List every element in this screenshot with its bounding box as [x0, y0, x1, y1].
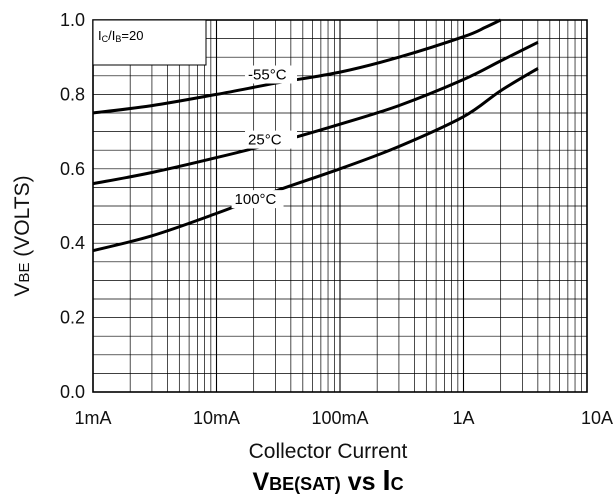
y-tick-label: 0.4 [60, 233, 85, 253]
annotation-mid: /I [108, 28, 115, 43]
annotation-ib-sub: B [115, 34, 121, 44]
curve-label: -55°C [248, 67, 287, 84]
plot-frame [92, 19, 588, 393]
annotation-ic: I [98, 28, 102, 43]
series-lines: -55°C 25°C 100°C [92, 18, 539, 253]
chart-title: VBE(SAT) vs IC [252, 465, 403, 497]
title-main-sub: BE(SAT) [269, 474, 341, 494]
y-tick-label: 0.2 [60, 308, 85, 328]
y-tick-label: 0.6 [60, 159, 85, 179]
x-tick-labels: 1mA 10mA 100mA 1A 10A [74, 408, 613, 428]
curve-label-background [245, 65, 298, 84]
curve-label: 100°C [235, 191, 277, 208]
y-tick-label: 0.8 [60, 84, 85, 104]
annotation-text: IC/IB=20 [98, 28, 143, 44]
title-end-sub: C [391, 474, 404, 494]
annotation-ic-sub: C [102, 34, 109, 44]
curve-label: 25°C [248, 132, 282, 149]
x-tick-label: 10mA [193, 408, 240, 428]
curve-minus-55c [92, 18, 502, 115]
curve-25c [92, 40, 539, 186]
x-tick-label: 1A [452, 408, 474, 428]
y-tick-labels: 0.0 0.2 0.4 0.6 0.8 1.0 [60, 10, 85, 402]
annotation-end: =20 [121, 28, 143, 43]
y-axis-label: VBE (VOLTS) [11, 175, 34, 296]
y-tick-label: 0.0 [60, 382, 85, 402]
y-tick-label: 1.0 [60, 10, 85, 30]
y-axis-label-rest: (VOLTS) [11, 175, 34, 262]
curve-100c [92, 67, 539, 253]
grid [92, 19, 587, 393]
y-axis-label-sub: BE [16, 263, 33, 283]
x-tick-label: 10A [581, 408, 613, 428]
annotation-box [92, 19, 207, 66]
curve-label-background [245, 130, 298, 149]
x-tick-label: 1mA [74, 408, 111, 428]
title-main: V [252, 468, 269, 496]
curve-label-background [231, 190, 284, 209]
x-tick-label: 100mA [311, 408, 368, 428]
ratio-annotation: IC/IB=20 [92, 19, 207, 66]
x-axis-label: Collector Current [249, 440, 408, 463]
y-axis-label-main: V [11, 283, 34, 297]
title-end: I [383, 465, 391, 497]
title-mid: vs [341, 468, 383, 496]
